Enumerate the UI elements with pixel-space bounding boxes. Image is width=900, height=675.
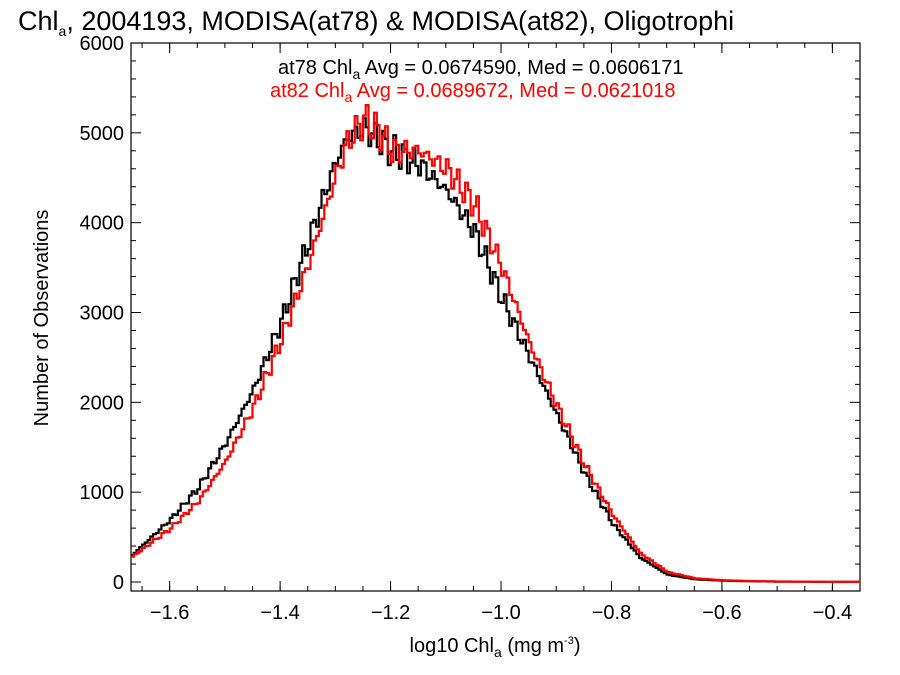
y-tick-label: 1000 <box>80 482 125 504</box>
x-tick-label: −0.8 <box>592 602 631 624</box>
x-tick-label: −1.2 <box>371 602 410 624</box>
y-tick-label: 0 <box>113 572 124 594</box>
chart-title: Chla, 2004193, MODISA(at78) & MODISA(at8… <box>18 6 734 39</box>
x-axis-label: log10 Chla (mg m-3) <box>410 635 581 660</box>
stats-label-at78: at78 Chla Avg = 0.0674590, Med = 0.06061… <box>278 57 684 82</box>
histogram-series-at78 <box>131 117 860 583</box>
y-axis-label: Number of Observations <box>31 210 53 427</box>
y-tick-label: 3000 <box>80 303 125 325</box>
x-tick-label: −1.4 <box>260 602 299 624</box>
plot-area: −1.6 −1.4 −1.2 −1.0 −0.8 −0.6 −0.4 0 1000 2000 300… <box>80 33 861 624</box>
y-tick-label: 5000 <box>80 123 125 145</box>
plot-frame <box>130 42 861 592</box>
stats-label-at82: at82 Chla Avg = 0.0689672, Med = 0.06210… <box>270 80 676 105</box>
y-tick-label: 4000 <box>80 213 125 235</box>
y-tick-label: 2000 <box>80 392 125 414</box>
x-tick-label: −0.4 <box>813 602 852 624</box>
y-tick-label: 6000 <box>80 33 125 55</box>
x-tick-label: −1.6 <box>150 602 189 624</box>
x-tick-label: −0.6 <box>702 602 741 624</box>
x-tick-label: −1.0 <box>481 602 520 624</box>
histogram-series-at82 <box>131 104 860 583</box>
